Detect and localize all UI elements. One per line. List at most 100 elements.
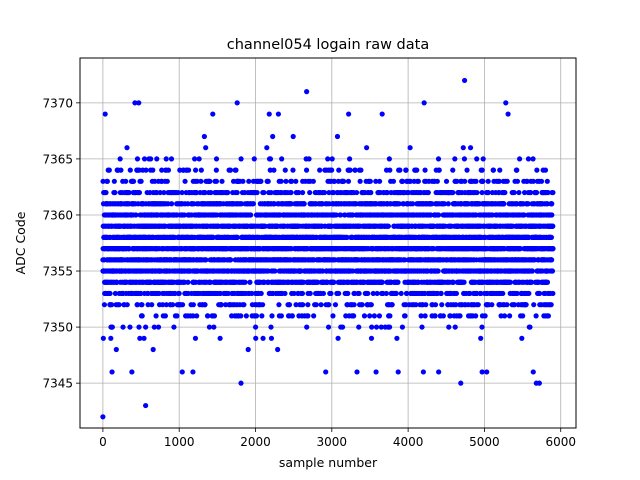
data-point (271, 167, 277, 173)
data-point (347, 167, 353, 173)
data-point (403, 167, 409, 173)
data-point (104, 178, 110, 184)
data-point (162, 313, 168, 319)
data-point (446, 324, 452, 330)
data-point (203, 257, 209, 263)
data-point (252, 324, 259, 330)
data-point (283, 178, 289, 184)
data-point (117, 156, 123, 162)
data-point (301, 201, 307, 207)
data-point (478, 335, 484, 341)
data-point (100, 178, 106, 184)
data-point (213, 156, 220, 162)
data-point (361, 313, 368, 319)
data-point (205, 313, 211, 319)
data-point (290, 133, 296, 140)
data-point (386, 156, 392, 162)
data-point (174, 313, 180, 319)
data-point (293, 178, 299, 184)
data-point (251, 156, 257, 162)
data-point (389, 302, 395, 308)
data-point (211, 313, 218, 319)
data-point (127, 167, 133, 173)
data-point (192, 335, 199, 341)
data-point (335, 335, 341, 341)
data-point (260, 335, 266, 341)
data-point (306, 156, 312, 162)
data-point (227, 167, 234, 173)
data-point (317, 167, 323, 173)
data-point (313, 302, 319, 308)
data-point (371, 313, 377, 319)
data-point (345, 178, 352, 184)
data-point (181, 212, 188, 218)
data-point (452, 156, 458, 162)
data-point (474, 189, 480, 196)
data-point (248, 212, 254, 218)
data-point (194, 178, 200, 184)
data-point (168, 156, 175, 162)
data-point (480, 178, 486, 184)
data-point (467, 145, 474, 151)
data-point (450, 167, 456, 173)
data-point (141, 156, 148, 162)
data-point (368, 335, 375, 341)
data-point (288, 189, 294, 196)
data-point (243, 313, 249, 319)
data-point (453, 290, 460, 297)
data-point (124, 145, 130, 151)
data-point (397, 167, 403, 173)
data-point (196, 156, 202, 162)
data-point (141, 335, 147, 341)
data-point (250, 201, 256, 207)
data-point (359, 302, 365, 308)
data-point (139, 313, 145, 319)
data-point (278, 313, 284, 319)
data-point (374, 290, 380, 297)
data-point (118, 167, 124, 173)
data-point (286, 302, 293, 308)
data-point (190, 313, 196, 319)
data-point (394, 335, 400, 341)
data-point (228, 257, 234, 263)
data-point (138, 290, 144, 297)
data-point (154, 156, 160, 162)
data-point (108, 335, 114, 341)
data-point (276, 302, 282, 308)
data-point (475, 302, 481, 308)
data-point (369, 324, 375, 330)
data-point (170, 302, 176, 308)
data-point (393, 290, 399, 297)
data-point (253, 313, 260, 319)
data-point (202, 302, 208, 308)
data-point (198, 167, 204, 173)
data-point (473, 313, 479, 319)
data-point (479, 189, 485, 196)
data-point (328, 290, 334, 297)
data-point (156, 290, 162, 297)
data-point (443, 178, 450, 184)
data-point (385, 223, 391, 229)
data-point (305, 302, 311, 308)
data-point (379, 279, 385, 285)
data-point (241, 302, 247, 308)
data-point (307, 189, 313, 196)
data-point (268, 324, 274, 330)
data-point (386, 324, 393, 330)
data-point (134, 302, 140, 308)
data-point (149, 302, 155, 308)
data-point (136, 189, 143, 196)
data-point (137, 335, 143, 341)
data-point (368, 302, 374, 308)
data-point (351, 313, 357, 319)
data-point (109, 302, 115, 308)
data-point (457, 313, 463, 319)
data-point (356, 290, 362, 297)
data-point (153, 313, 159, 319)
data-point (474, 156, 480, 162)
data-point (304, 324, 310, 330)
data-point (479, 324, 485, 330)
